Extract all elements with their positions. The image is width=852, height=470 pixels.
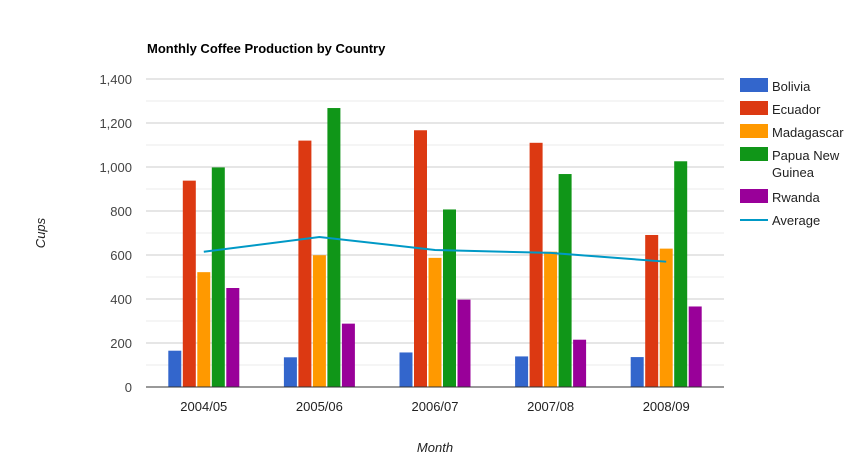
- y-tick-label: 0: [125, 380, 132, 395]
- legend-swatch: [740, 189, 768, 203]
- y-tick-label: 200: [110, 336, 132, 351]
- bar-rwanda: [341, 323, 355, 387]
- chart-title: Monthly Coffee Production by Country: [147, 41, 386, 56]
- bar-papua-new-guinea: [327, 108, 341, 387]
- bar-rwanda: [226, 288, 240, 387]
- legend-label: Rwanda: [772, 190, 820, 205]
- legend-label: Papua New Guinea: [772, 148, 840, 180]
- legend-swatch: [740, 101, 768, 115]
- bar-madagascar: [197, 272, 211, 387]
- x-tick-label: 2008/09: [643, 399, 690, 414]
- bar-ecuador: [182, 180, 196, 387]
- average-line: [203, 235, 667, 263]
- bar-bolivia: [283, 357, 297, 387]
- bar-papua-new-guinea: [558, 174, 572, 387]
- bar-rwanda: [688, 306, 702, 387]
- y-tick-label: 400: [110, 292, 132, 307]
- legend-swatch: [740, 147, 768, 161]
- bar-ecuador: [645, 234, 659, 387]
- bar-papua-new-guinea: [443, 209, 456, 387]
- legend: Bolivia Ecuador Madagascar Papua New Guinea R…: [740, 78, 844, 228]
- bar-madagascar: [312, 255, 326, 387]
- bar-bolivia: [168, 350, 182, 387]
- bar-madagascar: [428, 257, 442, 387]
- bar-madagascar: [544, 251, 558, 387]
- y-tick-label: 800: [110, 204, 132, 219]
- bar-bolivia: [515, 356, 529, 387]
- bar-ecuador: [414, 130, 427, 387]
- y-tick-label: 1,200: [99, 116, 132, 131]
- x-axis-label: Month: [417, 440, 453, 455]
- average-line-layer: [203, 235, 667, 263]
- y-tick-label: 600: [110, 248, 132, 263]
- bars: [168, 108, 702, 387]
- legend-label: Ecuador: [772, 102, 821, 117]
- legend-label: Average: [772, 213, 820, 228]
- bar-madagascar: [659, 248, 673, 387]
- legend-swatch: [740, 78, 768, 92]
- x-axis-ticks: 2004/05 2005/06 2006/07 2007/08 2008/09: [180, 399, 689, 414]
- x-tick-label: 2007/08: [527, 399, 574, 414]
- legend-label: Bolivia: [772, 79, 811, 94]
- bar-rwanda: [573, 339, 587, 387]
- legend-label: Madagascar: [772, 125, 844, 140]
- y-axis-label: Cups: [33, 217, 48, 248]
- x-tick-label: 2005/06: [296, 399, 343, 414]
- bar-bolivia: [399, 352, 413, 387]
- y-axis-ticks: 0 200 400 600 800 1,000 1,200 1,400: [99, 72, 132, 395]
- y-tick-label: 1,000: [99, 160, 132, 175]
- bar-papua-new-guinea: [674, 161, 688, 387]
- bar-papua-new-guinea: [211, 167, 225, 387]
- bar-ecuador: [529, 142, 543, 387]
- y-tick-label: 1,400: [99, 72, 132, 87]
- x-tick-label: 2006/07: [412, 399, 459, 414]
- bar-ecuador: [298, 140, 312, 387]
- bar-rwanda: [457, 299, 471, 387]
- bar-bolivia: [630, 357, 644, 387]
- x-tick-label: 2004/05: [180, 399, 227, 414]
- legend-swatch: [740, 124, 768, 138]
